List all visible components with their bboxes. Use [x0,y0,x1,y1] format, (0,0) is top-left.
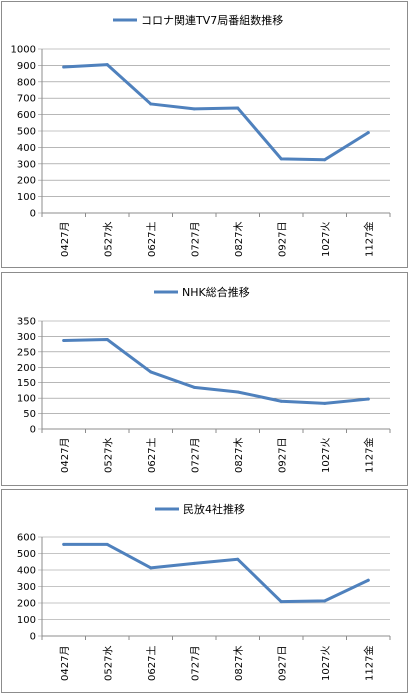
data-point [279,157,283,161]
y-tick-label: 600 [17,533,36,544]
data-point [236,106,240,110]
y-tick-label: 400 [17,143,36,154]
y-tick-label: 300 [17,332,36,343]
series-line [62,542,370,604]
series-line [62,338,370,405]
data-point [105,542,109,546]
y-tick-label: 1000 [11,45,36,56]
x-tick-label: 0527水 [102,438,114,473]
legend-label: コロナ関連TV7局番組数推移 [141,13,283,27]
y-tick-label: 250 [17,347,36,358]
x-tick-label: 0927日 [277,438,288,473]
y-tick-label: 0 [30,425,36,436]
data-point [279,399,283,403]
series-line [62,63,370,162]
x-tick-label: 1127金 [362,438,375,473]
data-point [62,65,66,69]
data-point [279,600,283,604]
x-tick-label: 0527水 [102,222,114,257]
y-tick-label: 700 [17,94,36,105]
y-tick-label: 300 [17,159,36,170]
data-point [236,390,240,394]
legend-label: 民放4社推移 [183,502,245,516]
y-tick-label: 100 [17,615,36,626]
x-tick-label: 0927日 [277,646,288,681]
chart-commercial: 民放4社推移 0 100 200 300 400 500 600 0427月 0527水 0627土… [17,502,391,681]
data-point [236,557,240,561]
x-tick-label: 1027火 [320,222,332,257]
x-tick-label: 0727月 [189,222,201,257]
y-tick-label: 800 [17,77,36,88]
x-tick-label: 1027火 [320,646,332,681]
x-tick-label: 1027火 [320,438,332,473]
data-point [149,370,153,374]
y-tick-label: 500 [17,549,36,560]
y-tick-label: 200 [17,599,36,610]
y-tick-label: 200 [17,176,36,187]
y-tick-label: 200 [17,363,36,374]
y-tick-label: 100 [17,192,36,203]
y-tick-label: 0 [30,209,36,220]
data-point [323,599,327,603]
y-tick-label: 900 [17,61,36,72]
x-tick-label: 1127金 [362,646,375,681]
data-point [366,397,370,401]
x-tick-label: 0927日 [277,222,288,257]
x-tick-label: 1127金 [362,222,375,257]
x-tick-label: 0727月 [189,646,201,681]
chart-panel-3: 民放4社推移 0 100 200 300 400 500 600 0427月 0527水 0627土… [1,489,408,693]
y-tick-label: 300 [17,582,36,593]
y-tick-label: 600 [17,110,36,121]
x-tick-label: 0527水 [102,646,114,681]
y-tick-label: 500 [17,127,36,138]
data-point [366,578,370,582]
data-point [62,338,66,342]
x-tick-label: 0827木 [233,222,245,257]
data-point [149,102,153,106]
data-point [192,561,196,565]
x-tick-label: 0427月 [59,222,71,257]
data-point [105,338,109,342]
x-tick-label: 0827木 [233,438,245,473]
chart-total: コロナ関連TV7局番組数推移 0 100 200 300 400 500 600 700 800 9… [11,13,391,257]
data-point [323,401,327,405]
x-tick-label: 0427月 [59,438,71,473]
data-point [192,385,196,389]
y-tick-label: 400 [17,566,36,577]
x-tick-label: 0827木 [233,646,245,681]
x-tick-label: 0627土 [145,222,158,257]
chart-nhk: NHK総合推移 0 50 100 150 200 250 300 350 0427月 0527水 06… [17,285,391,473]
y-tick-label: 350 [17,317,36,328]
x-tick-label: 0627土 [145,438,158,473]
data-point [366,131,370,135]
y-tick-label: 0 [30,632,36,643]
data-point [323,158,327,162]
legend-label: NHK総合推移 [182,285,250,299]
y-tick-label: 50 [23,409,36,420]
data-point [105,63,109,67]
y-tick-label: 150 [17,378,36,389]
chart-panel-1: コロナ関連TV7局番組数推移 0 100 200 300 400 500 600 700 800 9… [1,1,408,268]
chart-panel-2: NHK総合推移 0 50 100 150 200 250 300 350 0427月 0527水 06… [1,272,408,486]
data-point [149,566,153,570]
x-tick-label: 0427月 [59,646,71,681]
data-point [62,542,66,546]
y-tick-label: 100 [17,394,36,405]
x-tick-label: 0727月 [189,438,201,473]
x-tick-label: 0627土 [145,646,158,681]
data-point [192,107,196,111]
